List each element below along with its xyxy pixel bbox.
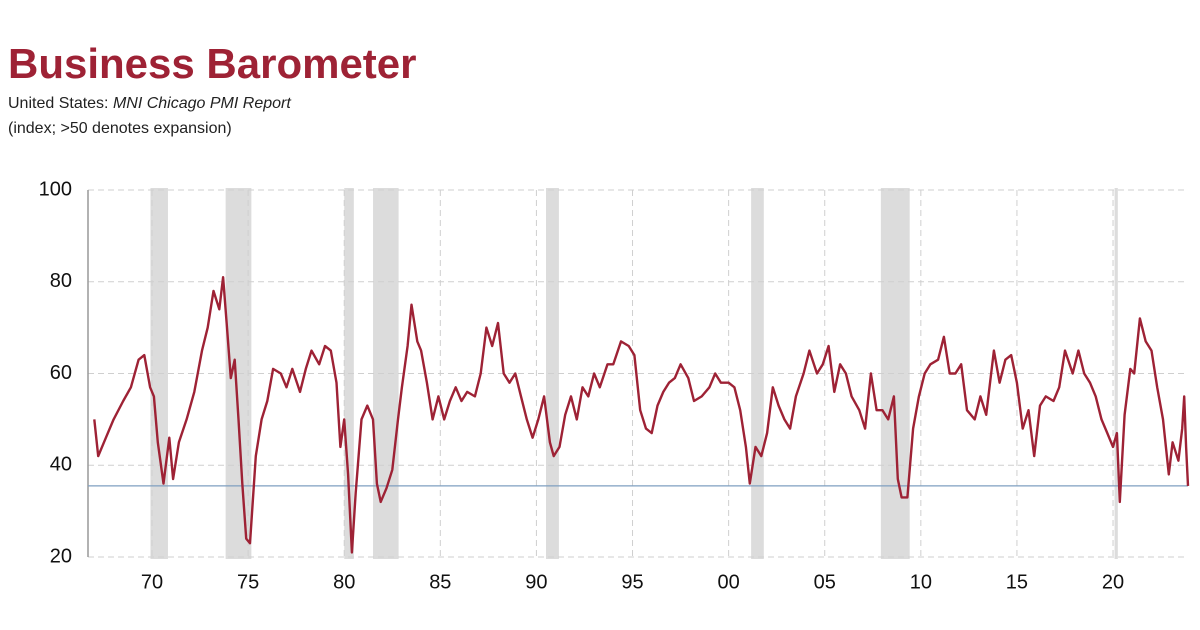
x-tick-label: 75: [237, 571, 259, 593]
x-tick-label: 00: [718, 571, 740, 593]
x-tick-label: 80: [333, 571, 355, 593]
recession-band: [751, 188, 764, 559]
y-tick-label: 100: [39, 178, 72, 200]
subtitle: United States: MNI Chicago PMI Report: [8, 95, 291, 112]
chart-title: Business Barometer: [8, 40, 417, 87]
y-tick-label: 20: [50, 545, 72, 567]
x-tick-label: 10: [910, 571, 932, 593]
plot: 20 40 60 80 100 70 75 80 85 90 95 00 05 10 15 20: [39, 178, 1190, 593]
data-line: [93, 276, 1190, 554]
x-tick-label: 20: [1102, 571, 1124, 593]
x-tick-label: 05: [814, 571, 836, 593]
recession-band: [1114, 188, 1118, 559]
x-tick-label: 85: [429, 571, 451, 593]
chart-note: (index; >50 denotes expansion): [8, 120, 232, 137]
x-tick-label: 90: [525, 571, 547, 593]
recession-band: [880, 188, 910, 559]
subtitle-source: MNI Chicago PMI Report: [113, 95, 291, 112]
recession-band: [373, 188, 399, 559]
x-tick-label: 95: [621, 571, 643, 593]
x-tick-label: 70: [141, 571, 163, 593]
y-tick-label: 80: [50, 270, 72, 292]
x-tick-label: 15: [1006, 571, 1028, 593]
y-tick-label: 40: [50, 454, 72, 476]
y-tick-label: 60: [50, 362, 72, 384]
subtitle-region: United States:: [8, 95, 109, 112]
